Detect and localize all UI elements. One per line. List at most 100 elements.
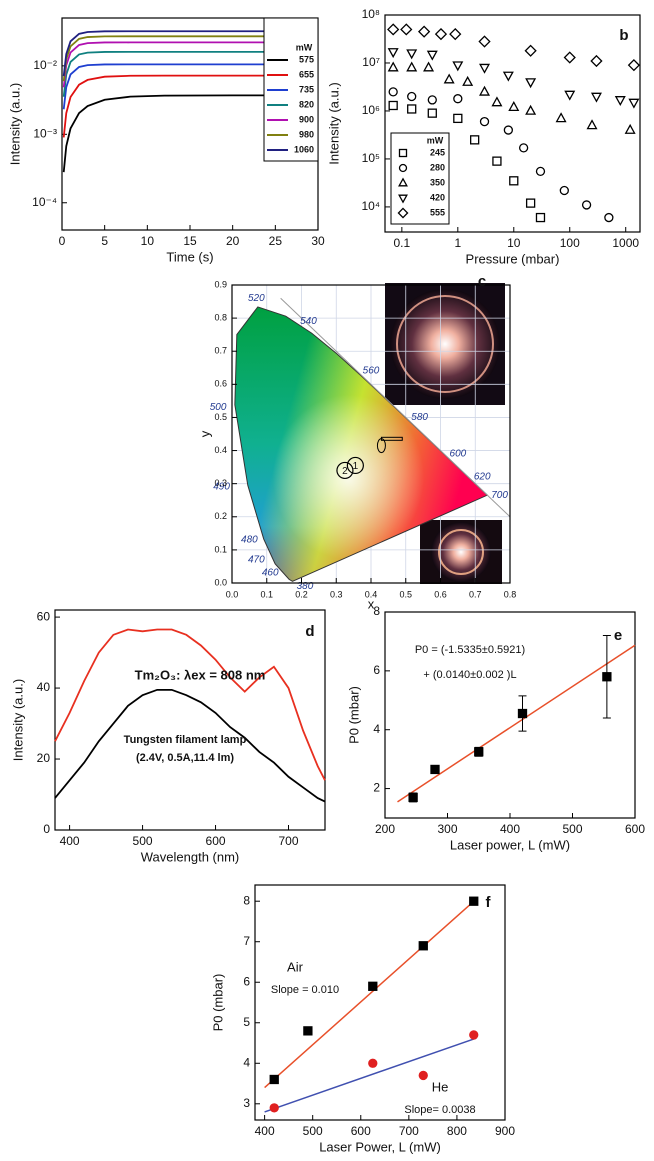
x-axis-label: Laser Power, L (mW) <box>319 1139 441 1154</box>
marker <box>401 24 411 34</box>
y-axis-label: P0 (mbar) <box>346 686 361 744</box>
marker <box>407 50 416 58</box>
y-tick-label: 3 <box>243 1096 250 1110</box>
photo-top <box>385 283 505 405</box>
wavelength-label: 520 <box>248 293 265 304</box>
x-axis-label: Time (s) <box>166 249 213 264</box>
marker <box>471 136 479 144</box>
y-tick-label: 0.1 <box>214 544 227 554</box>
x-tick-label: 20 <box>226 234 240 248</box>
marker <box>536 214 544 222</box>
panel-label: b <box>619 27 628 44</box>
y-tick-label: 8 <box>373 604 380 618</box>
marker <box>419 942 427 950</box>
plot-frame <box>55 610 325 830</box>
y-tick-label: 0.0 <box>214 577 227 587</box>
y-axis-label: Intensity (a.u.) <box>7 83 22 165</box>
x-axis-label: Pressure (mbar) <box>466 251 560 266</box>
annotation: Slope= 0.0038 <box>404 1104 475 1116</box>
y-tick-label: 60 <box>37 609 51 623</box>
photo-bottom <box>420 520 502 584</box>
marker <box>419 1071 427 1079</box>
marker <box>480 87 489 95</box>
wavelength-label: 620 <box>474 472 491 483</box>
marker <box>454 114 462 122</box>
y-tick-label: 0.8 <box>214 312 227 322</box>
plot-frame <box>385 612 635 818</box>
y-tick-label: 6 <box>243 974 250 988</box>
marker <box>560 186 568 194</box>
legend-label: 245 <box>430 147 445 157</box>
marker <box>389 63 398 71</box>
y-tick-label: 2 <box>373 781 380 795</box>
y-tick-label: 7 <box>243 934 250 948</box>
marker <box>510 177 518 185</box>
marker <box>454 95 462 103</box>
x-tick-label: 0.0 <box>226 589 239 599</box>
y-tick-label: 10⁻⁴ <box>32 195 57 209</box>
marker <box>592 93 601 101</box>
marker <box>475 748 483 756</box>
wavelength-label: 600 <box>450 449 467 460</box>
annotation: Tm₂O₃: λex = 808 nm <box>135 667 266 682</box>
x-tick-label: 0.3 <box>330 589 343 599</box>
y-tick-label: 0.2 <box>214 511 227 521</box>
x-tick-label: 0.1 <box>394 236 411 250</box>
x-tick-label: 5 <box>101 234 108 248</box>
marker <box>480 64 489 72</box>
marker <box>525 46 535 56</box>
panel-label: e <box>614 627 622 644</box>
marker <box>616 97 625 105</box>
x-tick-label: 0.5 <box>399 589 412 599</box>
marker <box>445 75 454 83</box>
marker <box>591 56 601 66</box>
x-tick-label: 0.6 <box>434 589 447 599</box>
x-tick-label: 700 <box>278 834 298 848</box>
legend-label: 280 <box>430 162 445 172</box>
marker <box>526 79 535 87</box>
y-tick-label: 8 <box>243 893 250 907</box>
marker <box>470 897 478 905</box>
marker <box>603 673 611 681</box>
marker <box>424 63 433 71</box>
marker <box>388 24 398 34</box>
marker <box>408 93 416 101</box>
marker <box>436 29 446 39</box>
x-tick-label: 30 <box>311 234 325 248</box>
fit-line <box>265 1038 477 1112</box>
y-tick-label: 0.7 <box>214 346 227 356</box>
legend-label: 980 <box>299 129 314 139</box>
marker <box>304 1027 312 1035</box>
annotation: Slope = 0.010 <box>271 984 339 996</box>
marker <box>526 106 535 114</box>
marker <box>479 36 489 46</box>
x-axis-label: Wavelength (nm) <box>141 849 240 864</box>
x-tick-label: 700 <box>399 1124 419 1138</box>
marker <box>629 60 639 70</box>
x-tick-label: 800 <box>447 1124 467 1138</box>
y-tick-label: 40 <box>37 680 51 694</box>
marker <box>493 157 501 165</box>
x-tick-label: 600 <box>206 834 226 848</box>
wavelength-label: 460 <box>262 568 279 579</box>
y-tick-label: 10⁻³ <box>33 126 57 140</box>
figure: 05101520253010⁻⁴10⁻³10⁻²Time (s)Intensit… <box>0 0 654 1161</box>
point-label: 2 <box>342 466 348 477</box>
y-tick-label: 10⁶ <box>362 103 380 117</box>
x-tick-label: 15 <box>183 234 197 248</box>
y-tick-label: 4 <box>373 722 380 736</box>
panel-label: c <box>478 273 486 290</box>
wavelength-label: 480 <box>241 535 258 546</box>
marker <box>270 1075 278 1083</box>
marker <box>450 29 460 39</box>
x-tick-label: 400 <box>60 834 80 848</box>
y-axis-label: P0 (mbar) <box>210 974 225 1032</box>
marker <box>389 101 397 109</box>
legend-label: 1060 <box>294 144 314 154</box>
x-tick-label: 0.8 <box>504 589 517 599</box>
marker <box>626 125 635 133</box>
legend-title: mW <box>427 135 444 145</box>
x-tick-label: 0.1 <box>260 589 273 599</box>
wavelength-label: 580 <box>411 412 428 423</box>
annotation: (2.4V, 0.5A,11.4 lm) <box>136 752 234 764</box>
